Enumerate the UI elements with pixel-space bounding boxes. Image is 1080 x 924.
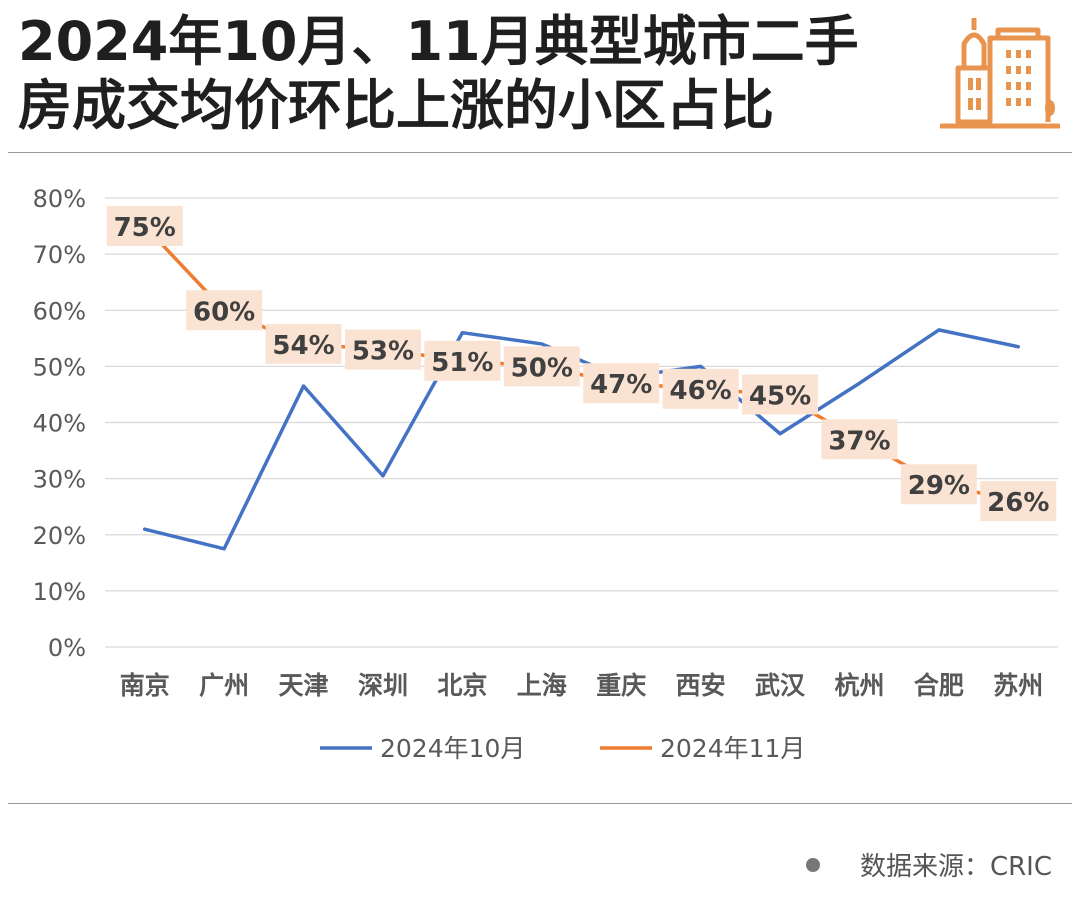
data-label: 29%: [908, 471, 970, 501]
x-tick-label: 广州: [199, 671, 249, 700]
data-point: [302, 384, 306, 388]
series-line-1: [142, 328, 1021, 551]
data-point: [143, 527, 147, 531]
x-tick-label: 重庆: [596, 671, 646, 700]
line-chart: 0% 10% 20% 30% 40% 50% 60% 70% 80% 南京 广州 天津 深圳 北京 上海重…: [33, 185, 1058, 763]
y-tick-label: 40%: [33, 410, 86, 438]
data-label: 46%: [670, 376, 732, 406]
data-label: 75%: [114, 213, 176, 243]
chart-title-line-1: 2024年10月、11月典型城市二手: [18, 10, 859, 73]
data-label: 60%: [193, 297, 255, 327]
x-tick-label: 天津: [279, 671, 329, 700]
data-source-text: 数据来源：CRIC: [859, 852, 1052, 882]
chart-title-line-2: 房成交均价环比上涨的小区占比: [18, 74, 774, 137]
x-tick-label: 武汉: [755, 671, 806, 700]
data-label-bg: [821, 419, 898, 460]
data-point: [699, 364, 703, 368]
data-point: [381, 474, 385, 478]
x-tick-label: 深圳: [358, 671, 408, 700]
bottom-divider: [8, 803, 1072, 804]
legend-label-2: 2024年11月: [660, 734, 805, 763]
data-point: [540, 342, 544, 346]
x-tick-label: 合肥: [914, 671, 964, 700]
y-tick-label: 30%: [33, 466, 86, 494]
y-tick-label: 10%: [33, 578, 86, 606]
data-point: [1016, 345, 1020, 349]
data-label-bg: [583, 363, 660, 404]
legend-label-1: 2024年10月: [380, 734, 525, 763]
data-label: 51%: [431, 348, 493, 378]
data-label-bg: [980, 481, 1057, 522]
y-tick-label: 0%: [48, 634, 86, 662]
x-tick-label: 北京: [437, 671, 487, 700]
data-label: 50%: [511, 353, 573, 383]
y-tick-label: 70%: [33, 241, 86, 269]
y-tick-label: 50%: [33, 353, 86, 381]
data-label-bg: [186, 290, 263, 331]
data-label-bg: [344, 329, 421, 370]
data-label: 47%: [590, 370, 652, 400]
data-label-bg: [662, 368, 739, 409]
data-label-bg: [503, 346, 580, 387]
building-icon: [940, 18, 1060, 129]
x-tick-label: 西安: [676, 671, 726, 700]
data-label: 45%: [749, 381, 811, 411]
data-point: [222, 547, 226, 551]
data-label-bg: [742, 374, 819, 415]
data-point: [937, 328, 941, 332]
x-tick-label: 杭州: [834, 671, 884, 700]
x-tick-label: 上海: [517, 671, 567, 700]
data-label: 37%: [828, 426, 890, 456]
data-label-bg: [265, 323, 342, 364]
data-point: [857, 381, 861, 385]
data-label: 53%: [352, 337, 414, 367]
x-tick-label: 南京: [120, 671, 170, 700]
top-divider: [8, 152, 1072, 153]
x-tick-label: 苏州: [993, 671, 1043, 700]
y-tick-label: 60%: [33, 297, 86, 325]
chart-title: 2024年10月、11月典型城市二手 房成交均价环比上涨的小区占比: [18, 10, 918, 138]
source-bullet-icon: [805, 857, 820, 872]
data-label-bg: [424, 340, 501, 381]
data-label-bg: [900, 464, 977, 505]
data-point: [460, 331, 464, 335]
data-label: 26%: [987, 488, 1049, 518]
data-label: 54%: [272, 331, 334, 361]
data-source: 数据来源：CRIC: [805, 846, 1052, 883]
data-label-bg: [106, 206, 183, 247]
data-point: [778, 432, 782, 436]
y-tick-label: 80%: [33, 185, 86, 213]
y-tick-label: 20%: [33, 522, 86, 550]
